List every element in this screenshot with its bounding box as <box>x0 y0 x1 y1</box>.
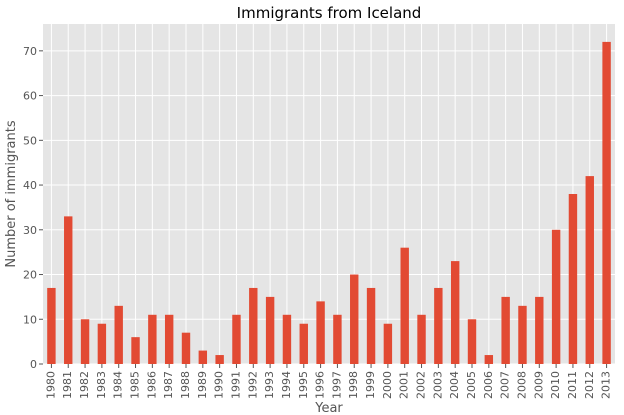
x-tick-label: 2006 <box>482 371 495 399</box>
x-tick-label: 1998 <box>347 371 360 399</box>
bar-2013 <box>602 41 611 364</box>
y-tick-label: 20 <box>23 269 37 282</box>
bar-1991 <box>232 314 241 364</box>
x-tick-label: 1984 <box>112 371 125 399</box>
bar-1992 <box>249 287 258 364</box>
bar-2004 <box>450 261 460 364</box>
bar-1989 <box>198 350 208 364</box>
x-tick-label: 1995 <box>297 371 310 399</box>
chart-title: Immigrants from Iceland <box>237 4 422 22</box>
y-tick-label: 30 <box>23 224 37 237</box>
bar-1995 <box>299 323 308 364</box>
y-tick-label: 50 <box>23 134 37 147</box>
bar-1997 <box>333 314 342 364</box>
x-tick-label: 1999 <box>364 371 377 399</box>
x-tick-label: 1985 <box>129 371 142 399</box>
y-tick-label: 10 <box>23 313 37 326</box>
bar-2006 <box>484 355 494 364</box>
x-tick-label: 1987 <box>162 371 175 399</box>
bar-2003 <box>434 287 443 364</box>
x-tick-label: 1991 <box>229 371 242 399</box>
bar-1996 <box>316 301 325 364</box>
bar-1988 <box>181 332 191 364</box>
y-tick-label: 0 <box>30 358 37 371</box>
bar-1983 <box>97 323 107 364</box>
bar-2002 <box>417 314 426 364</box>
y-axis-label: Number of immigrants <box>4 120 19 267</box>
bar-2007 <box>501 296 510 364</box>
x-tick-label: 2002 <box>415 371 428 399</box>
x-tick-label: 1990 <box>213 371 226 399</box>
x-tick-label: 1993 <box>263 371 276 399</box>
x-tick-label: 2008 <box>515 371 528 399</box>
x-tick-label: 2005 <box>465 371 478 399</box>
x-tick-label: 1997 <box>330 371 343 399</box>
x-tick-label: 1994 <box>280 371 293 399</box>
x-tick-label: 2012 <box>583 371 596 399</box>
bar-2012 <box>585 176 594 364</box>
bar-1982 <box>80 319 90 364</box>
x-tick-label: 1989 <box>196 371 209 399</box>
bar-1984 <box>114 305 123 364</box>
x-tick-label: 2011 <box>566 371 579 399</box>
bar-1993 <box>265 296 275 364</box>
bar-2010 <box>551 229 561 364</box>
bar-1998 <box>350 274 359 364</box>
y-tick-label: 40 <box>23 179 37 192</box>
x-tick-label: 1980 <box>44 371 57 399</box>
x-tick-label: 2010 <box>549 371 562 399</box>
bar-2000 <box>383 323 393 364</box>
bar-1999 <box>366 287 376 364</box>
bar-1990 <box>215 355 224 364</box>
bar-2001 <box>400 247 409 364</box>
bar-2005 <box>467 319 477 364</box>
x-tick-label: 2004 <box>448 371 461 399</box>
bar-1985 <box>131 337 140 364</box>
y-tick-label: 70 <box>23 45 37 58</box>
x-tick-label: 1981 <box>61 371 74 399</box>
bar-1980 <box>47 287 56 364</box>
x-tick-label: 1983 <box>95 371 108 399</box>
bar-2009 <box>535 296 544 364</box>
x-tick-label: 1996 <box>314 371 327 399</box>
x-tick-label: 2009 <box>532 371 545 399</box>
y-tick-label: 60 <box>23 90 37 103</box>
x-tick-label: 1986 <box>145 371 158 399</box>
bar-2008 <box>518 305 527 364</box>
x-tick-label: 2000 <box>381 371 394 399</box>
x-tick-label: 1988 <box>179 371 192 399</box>
x-tick-label: 2007 <box>499 371 512 399</box>
plot-area <box>43 24 615 364</box>
x-axis-label: Year <box>314 401 343 415</box>
x-tick-label: 2013 <box>600 371 613 399</box>
x-tick-label: 1982 <box>78 371 91 399</box>
bar-2011 <box>568 194 578 364</box>
bar-1981 <box>64 216 73 364</box>
x-tick-label: 2003 <box>431 371 444 399</box>
x-tick-label: 1992 <box>246 371 259 399</box>
bar-1994 <box>282 314 292 364</box>
bar-1986 <box>148 314 157 364</box>
bar-1987 <box>164 314 174 364</box>
x-tick-label: 2001 <box>398 371 411 399</box>
